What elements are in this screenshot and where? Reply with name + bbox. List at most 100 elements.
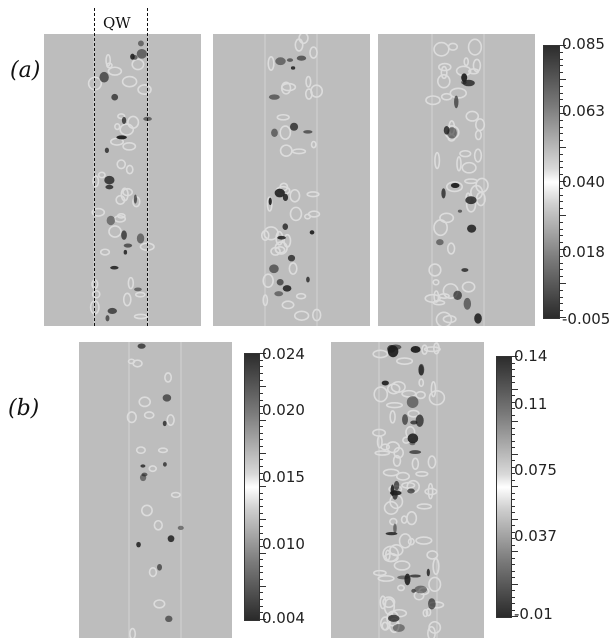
dark-spot: [111, 93, 119, 101]
colorbar-a-label-max: 0.085: [562, 35, 605, 53]
light-ring: [125, 164, 134, 175]
colorbar-tick: [559, 106, 563, 108]
dark-spot: [414, 585, 428, 594]
light-ring: [416, 503, 433, 510]
light-ring: [424, 487, 438, 496]
dark-spot: [404, 573, 411, 586]
colorbar-b2-label-min: -0.01: [514, 605, 553, 623]
colorbar-tick: [259, 599, 263, 601]
dark-spot: [177, 525, 184, 531]
light-ring: [428, 576, 442, 593]
light-ring: [274, 241, 288, 255]
light-ring: [425, 95, 441, 106]
dark-spot: [136, 49, 147, 59]
light-ring: [91, 207, 106, 217]
dark-spot: [453, 290, 462, 301]
dark-spot: [123, 249, 128, 255]
colorbar-tick: [559, 126, 563, 128]
colorbar-tick: [259, 605, 263, 607]
colorbar-tick: [511, 382, 515, 383]
colorbar-tick: [259, 612, 263, 614]
dark-spot: [409, 450, 422, 455]
light-ring: [393, 560, 411, 571]
dark-spot: [274, 291, 284, 297]
light-ring: [418, 378, 425, 388]
colorbar-tick: [259, 559, 263, 561]
colorbar-tick: [259, 459, 263, 461]
light-ring: [415, 390, 426, 400]
dark-spot: [105, 184, 114, 190]
light-ring: [374, 450, 391, 456]
colorbar-tick: [259, 472, 263, 474]
colorbar-tick: [559, 85, 563, 87]
dark-spot: [392, 623, 405, 632]
dark-spot: [277, 235, 286, 240]
light-ring: [415, 470, 429, 477]
light-ring: [166, 414, 175, 426]
light-ring: [266, 196, 273, 212]
light-ring: [119, 123, 135, 136]
light-ring: [423, 346, 441, 353]
light-ring: [140, 504, 153, 517]
map-b2: [331, 342, 484, 638]
dark-spot: [116, 135, 127, 140]
light-ring: [447, 42, 459, 51]
light-ring: [279, 144, 293, 158]
map-a2: [213, 34, 370, 326]
light-ring: [475, 177, 489, 193]
light-ring: [428, 390, 446, 406]
colorbar-tick: [259, 479, 263, 481]
colorbar-b1-label-2: 0.020: [262, 401, 305, 419]
colorbar-tick: [559, 242, 563, 244]
dark-spot: [134, 287, 142, 292]
colorbar-b2-label-4: 0.037: [514, 527, 557, 545]
colorbar-tick: [259, 545, 263, 547]
colorbar-tick: [559, 153, 563, 155]
colorbar-b2-label-max: 0.14: [514, 347, 548, 365]
colorbar-tick: [559, 310, 563, 312]
dark-spot: [276, 278, 284, 286]
light-ring: [373, 569, 387, 577]
dark-spot: [397, 575, 410, 580]
colorbar-tick: [511, 362, 515, 364]
light-ring: [442, 314, 457, 324]
light-ring: [99, 248, 111, 256]
light-ring: [137, 84, 152, 95]
colorbar-tick: [259, 366, 263, 368]
dark-spot: [132, 55, 138, 60]
dark-spot: [137, 343, 146, 349]
light-ring: [305, 75, 312, 88]
light-ring: [463, 57, 470, 67]
colorbar-tick: [511, 525, 515, 526]
colorbar-b1-label-min: 0.004: [262, 609, 305, 627]
light-ring: [426, 550, 439, 560]
colorbar-tick: [511, 531, 515, 533]
colorbar-a: [543, 45, 560, 319]
light-ring: [449, 87, 468, 99]
colorbar-tick: [559, 167, 563, 169]
colorbar-tick: [511, 596, 515, 598]
dark-spot: [462, 79, 475, 87]
dark-spot: [407, 488, 415, 494]
dark-spot: [282, 285, 292, 292]
colorbar-tick: [559, 255, 563, 257]
light-ring: [309, 46, 318, 59]
colorbar-tick: [559, 296, 563, 298]
colorbar-tick: [259, 419, 266, 421]
panel-label-b: (b): [8, 396, 40, 421]
colorbar-tick: [559, 113, 566, 114]
colorbar-tick: [559, 181, 566, 182]
colorbar-tick: [559, 208, 563, 210]
light-ring: [445, 181, 463, 193]
colorbar-tick: [559, 65, 563, 67]
dark-spot: [465, 196, 477, 205]
dark-spot: [428, 598, 436, 610]
colorbar-tick: [259, 492, 263, 494]
light-ring: [127, 276, 135, 290]
light-ring: [446, 242, 456, 255]
colorbar-tick: [511, 388, 518, 390]
light-ring: [107, 66, 123, 76]
light-ring: [393, 446, 405, 459]
colorbar-tick: [511, 616, 518, 617]
colorbar-tick: [511, 486, 518, 487]
